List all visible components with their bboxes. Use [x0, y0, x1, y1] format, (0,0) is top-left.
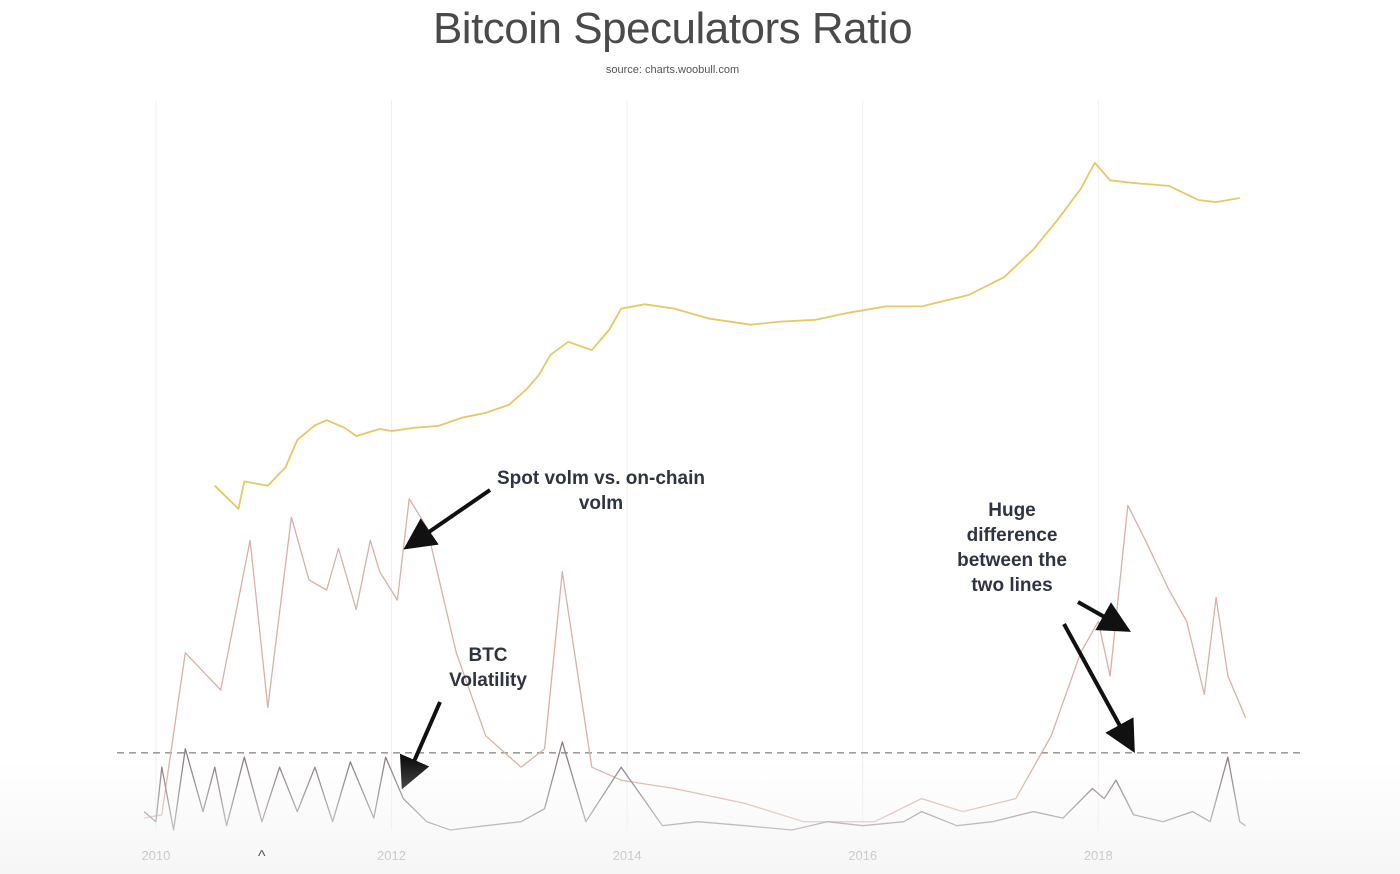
- chart-title: Bitcoin Speculators Ratio: [432, 4, 913, 53]
- x-tick-label: 2018: [1084, 848, 1113, 863]
- arrow-difference-lower: [1062, 623, 1135, 754]
- arrow-btc-volatility: [399, 701, 442, 790]
- annotation-btc-volatility: BTC Volatility: [449, 645, 527, 691]
- x-tick-label: 2016: [848, 848, 877, 863]
- chevron-up-icon[interactable]: ^: [258, 848, 266, 865]
- x-tick-label: 2012: [377, 848, 406, 863]
- annotation-huge-difference: Huge difference between the two lines: [957, 500, 1067, 596]
- x-tick-label: 2014: [613, 848, 642, 863]
- series-line-1: [214, 161, 1240, 510]
- annotation-spot-vs-onchain: Spot volm vs. on-chain volm: [497, 468, 705, 514]
- x-tick-label: 2010: [141, 848, 170, 863]
- chart-subtitle: source: charts.woobull.com: [605, 64, 740, 76]
- series-line-3: [143, 741, 1246, 831]
- arrow-spot-volm: [403, 488, 492, 550]
- series-line-2: [143, 498, 1247, 823]
- arrow-difference-upper: [1077, 600, 1131, 632]
